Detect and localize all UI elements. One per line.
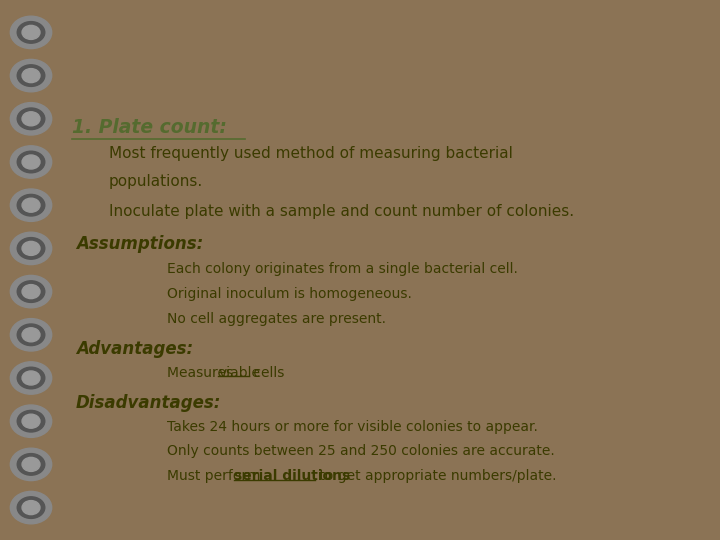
Circle shape — [22, 328, 40, 342]
Circle shape — [17, 324, 45, 346]
Text: •: • — [145, 312, 152, 325]
Circle shape — [10, 405, 52, 437]
Text: viable: viable — [218, 366, 261, 380]
Circle shape — [10, 319, 52, 351]
Text: 1. Plate count:: 1. Plate count: — [73, 118, 228, 137]
Circle shape — [17, 108, 45, 130]
Circle shape — [10, 16, 52, 49]
Circle shape — [10, 146, 52, 178]
Circle shape — [10, 103, 52, 135]
Circle shape — [22, 414, 40, 428]
Text: Each colony originates from a single bacterial cell.: Each colony originates from a single bac… — [168, 262, 518, 276]
Circle shape — [17, 151, 45, 173]
Circle shape — [17, 65, 45, 86]
Circle shape — [10, 275, 52, 308]
Text: Disadvantages:: Disadvantages: — [76, 394, 221, 411]
Text: No cell aggregates are present.: No cell aggregates are present. — [168, 312, 387, 326]
Text: Most frequently used method of measuring bacterial: Most frequently used method of measuring… — [109, 146, 513, 161]
Circle shape — [10, 448, 52, 481]
Circle shape — [17, 497, 45, 518]
Text: •: • — [145, 420, 152, 433]
Text: •: • — [145, 366, 152, 379]
Circle shape — [17, 410, 45, 432]
Text: Must perform: Must perform — [168, 469, 265, 483]
Circle shape — [10, 189, 52, 221]
Text: 4: 4 — [76, 146, 85, 160]
Circle shape — [10, 362, 52, 394]
Circle shape — [22, 198, 40, 212]
Circle shape — [22, 457, 40, 471]
Circle shape — [22, 241, 40, 255]
Circle shape — [17, 238, 45, 259]
Circle shape — [22, 112, 40, 126]
Circle shape — [17, 281, 45, 302]
Circle shape — [22, 285, 40, 299]
Circle shape — [22, 371, 40, 385]
Circle shape — [22, 155, 40, 169]
Text: Direct Methods of Measurement: Direct Methods of Measurement — [73, 70, 603, 99]
Text: cells: cells — [249, 366, 284, 380]
Text: to get appropriate numbers/plate.: to get appropriate numbers/plate. — [315, 469, 557, 483]
Text: populations.: populations. — [109, 174, 203, 189]
Circle shape — [10, 491, 52, 524]
Circle shape — [10, 59, 52, 92]
Circle shape — [17, 367, 45, 389]
Text: •: • — [145, 469, 152, 482]
Text: Advantages:: Advantages: — [76, 340, 193, 357]
Text: Takes 24 hours or more for visible colonies to appear.: Takes 24 hours or more for visible colon… — [168, 420, 539, 434]
Circle shape — [10, 232, 52, 265]
Text: Measures: Measures — [168, 366, 238, 380]
Text: Measuring Microbial Growth: Measuring Microbial Growth — [73, 32, 544, 62]
Circle shape — [17, 454, 45, 475]
Text: •: • — [145, 287, 152, 300]
Circle shape — [22, 25, 40, 39]
Circle shape — [22, 69, 40, 83]
Text: Only counts between 25 and 250 colonies are accurate.: Only counts between 25 and 250 colonies … — [168, 444, 555, 458]
Text: serial dilutions: serial dilutions — [234, 469, 351, 483]
Text: Assumptions:: Assumptions: — [76, 235, 203, 253]
Text: •: • — [145, 444, 152, 457]
Text: 4: 4 — [76, 204, 85, 218]
Circle shape — [17, 194, 45, 216]
Circle shape — [22, 501, 40, 515]
Text: Original inoculum is homogeneous.: Original inoculum is homogeneous. — [168, 287, 413, 301]
Text: Inoculate plate with a sample and count number of colonies.: Inoculate plate with a sample and count … — [109, 204, 574, 219]
Circle shape — [17, 22, 45, 43]
Text: •: • — [145, 262, 152, 275]
